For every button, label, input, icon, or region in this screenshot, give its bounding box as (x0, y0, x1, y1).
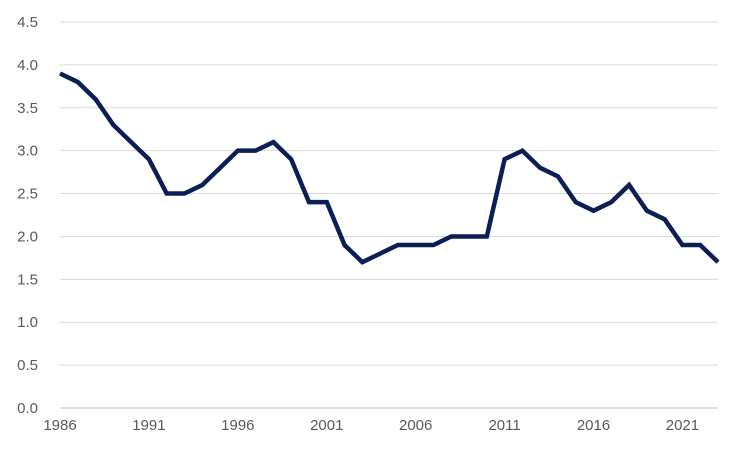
y-tick-label: 1.5 (17, 271, 38, 288)
x-tick-label: 2001 (310, 417, 343, 434)
y-tick-label: 0.0 (17, 400, 38, 417)
x-tick-label: 2011 (488, 417, 520, 434)
x-tick-label: 2016 (577, 417, 610, 434)
x-tick-label: 2006 (399, 417, 432, 434)
x-tick-label: 2021 (666, 417, 699, 434)
x-tick-label: 1986 (43, 417, 76, 434)
y-tick-label: 0.5 (17, 357, 38, 374)
x-tick-label: 1991 (132, 417, 165, 434)
y-tick-label: 2.5 (17, 186, 38, 203)
y-tick-label: 4.5 (17, 14, 38, 31)
y-tick-label: 2.0 (17, 228, 38, 245)
x-tick-labels: 1986 1991 1996 2001 2006 2011 2016 2021 (43, 417, 699, 434)
x-tick-label: 1996 (221, 417, 254, 434)
series-line (60, 73, 718, 262)
series-layer (60, 73, 718, 262)
y-tick-labels: 0.0 0.5 1.0 1.5 2.0 2.5 3.0 3.5 4.0 4.5 (17, 14, 38, 417)
y-tick-label: 4.0 (17, 57, 38, 74)
y-tick-label: 1.0 (17, 314, 38, 331)
y-tick-label: 3.0 (17, 143, 38, 160)
y-tick-label: 3.5 (17, 100, 38, 117)
